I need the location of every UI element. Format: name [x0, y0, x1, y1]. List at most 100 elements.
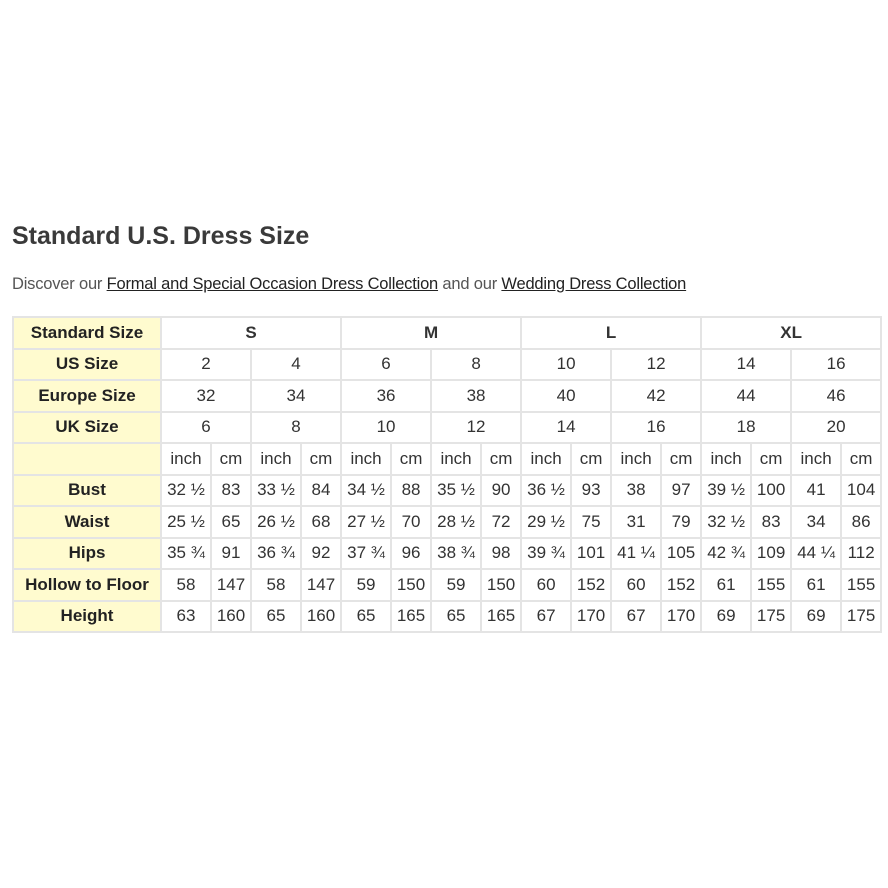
- measure-cell: 84: [299, 473, 343, 507]
- measure-cell: 29 ½: [520, 505, 573, 539]
- measure-cell: 25 ½: [160, 505, 212, 539]
- measure-cell: 175: [840, 599, 883, 633]
- size-cell: 12: [610, 347, 703, 381]
- measure-cell: 72: [480, 505, 523, 539]
- row-label: Height: [12, 599, 162, 633]
- row-label: [12, 442, 162, 476]
- page-title: Standard U.S. Dress Size: [12, 222, 310, 250]
- measure-cell: 60: [610, 568, 663, 602]
- subtitle-prefix: Discover our: [12, 275, 107, 293]
- measure-cell: 42 ¾: [700, 536, 753, 570]
- measure-cell: 90: [480, 473, 523, 507]
- measure-cell: 69: [790, 599, 843, 633]
- subtitle-middle: and our: [438, 275, 502, 293]
- measure-row: Waist 25 ½ 65 26 ½ 68 27 ½ 70 28 ½ 72 29 ½ 75 31 79 3…: [12, 505, 883, 539]
- measure-cell: 152: [660, 568, 703, 602]
- size-cell: 4: [249, 347, 343, 381]
- measure-cell: 31: [610, 505, 663, 539]
- measure-cell: 75: [570, 505, 613, 539]
- measure-cell: 150: [480, 568, 523, 602]
- unit-cell: inch: [610, 442, 663, 476]
- measure-cell: 59: [340, 568, 393, 602]
- size-cell: 18: [700, 410, 793, 444]
- size-cell: 6: [160, 410, 252, 444]
- size-cell: 16: [610, 410, 703, 444]
- size-group: M: [340, 316, 523, 350]
- measure-cell: 44 ¼: [790, 536, 843, 570]
- unit-cell: cm: [660, 442, 703, 476]
- measure-cell: 101: [570, 536, 613, 570]
- size-group: L: [520, 316, 703, 350]
- measure-cell: 155: [840, 568, 883, 602]
- size-cell: 34: [249, 379, 343, 413]
- measure-cell: 41: [790, 473, 843, 507]
- size-cell: 14: [520, 410, 613, 444]
- size-cell: 36: [340, 379, 433, 413]
- measure-cell: 68: [299, 505, 343, 539]
- measure-cell: 27 ½: [340, 505, 393, 539]
- measure-cell: 65: [340, 599, 393, 633]
- unit-cell: inch: [340, 442, 393, 476]
- subtitle: Discover our Formal and Special Occasion…: [12, 275, 686, 294]
- size-cell: 14: [700, 347, 793, 381]
- measure-cell: 165: [480, 599, 523, 633]
- size-group: XL: [700, 316, 883, 350]
- measure-cell: 92: [299, 536, 343, 570]
- row-label: US Size: [12, 347, 162, 381]
- size-cell: 8: [430, 347, 523, 381]
- size-cell: 46: [790, 379, 883, 413]
- measure-cell: 39 ½: [700, 473, 753, 507]
- measure-cell: 61: [700, 568, 753, 602]
- formal-collection-link[interactable]: Formal and Special Occasion Dress Collec…: [106, 275, 439, 293]
- measure-cell: 88: [390, 473, 433, 507]
- measure-cell: 91: [210, 536, 252, 570]
- size-cell: 2: [160, 347, 252, 381]
- row-label: Bust: [12, 473, 162, 507]
- measure-cell: 41 ¼: [610, 536, 663, 570]
- measure-cell: 83: [210, 473, 252, 507]
- unit-cell: inch: [700, 442, 753, 476]
- measure-cell: 104: [840, 473, 883, 507]
- size-cell: 10: [340, 410, 433, 444]
- measure-cell: 58: [250, 568, 302, 602]
- measure-cell: 34 ½: [340, 473, 393, 507]
- measure-cell: 147: [210, 568, 252, 602]
- size-chart-table: Standard Size S M L XL US Size 2 4 6 8 10 12 14 16 Eur…: [12, 316, 883, 633]
- measure-row: Height 63 160 65 160 65 165 65 165 67 170 67 170 69 17…: [12, 599, 883, 633]
- measure-cell: 109: [750, 536, 793, 570]
- measure-cell: 70: [390, 505, 433, 539]
- measure-cell: 170: [660, 599, 703, 633]
- measure-cell: 98: [480, 536, 523, 570]
- measure-cell: 175: [750, 599, 793, 633]
- standard-size-row: Standard Size S M L XL: [12, 316, 883, 350]
- measure-cell: 38: [610, 473, 663, 507]
- unit-cell: inch: [790, 442, 843, 476]
- measure-cell: 97: [660, 473, 703, 507]
- unit-cell: cm: [210, 442, 252, 476]
- wedding-collection-link[interactable]: Wedding Dress Collection: [501, 275, 687, 293]
- measure-cell: 96: [390, 536, 433, 570]
- size-cell: 42: [610, 379, 703, 413]
- measure-cell: 86: [840, 505, 883, 539]
- unit-cell: inch: [520, 442, 573, 476]
- measure-cell: 33 ½: [250, 473, 302, 507]
- measure-cell: 147: [299, 568, 343, 602]
- row-label: Hollow to Floor: [12, 568, 162, 602]
- measure-row: Bust 32 ½ 83 33 ½ 84 34 ½ 88 35 ½ 90 36 ½ 93 38 97 39…: [12, 473, 883, 507]
- size-cell: 12: [430, 410, 523, 444]
- measure-cell: 65: [430, 599, 483, 633]
- measure-cell: 28 ½: [430, 505, 483, 539]
- measure-cell: 165: [390, 599, 433, 633]
- measure-cell: 36 ½: [520, 473, 573, 507]
- size-cell: 40: [520, 379, 613, 413]
- unit-cell: cm: [299, 442, 343, 476]
- unit-cell: cm: [750, 442, 793, 476]
- measure-cell: 65: [250, 599, 302, 633]
- measure-cell: 155: [750, 568, 793, 602]
- measure-cell: 36 ¾: [250, 536, 302, 570]
- measure-cell: 105: [660, 536, 703, 570]
- row-label: Standard Size: [12, 316, 162, 350]
- measure-cell: 69: [700, 599, 753, 633]
- measure-cell: 37 ¾: [340, 536, 393, 570]
- size-cell: 16: [790, 347, 883, 381]
